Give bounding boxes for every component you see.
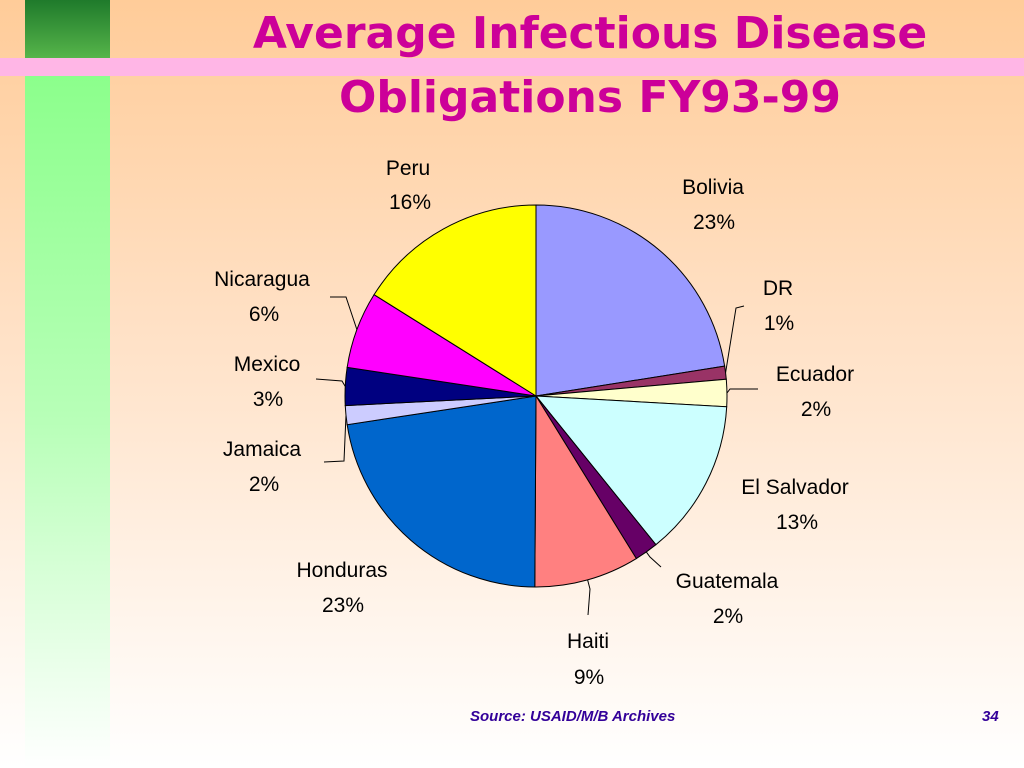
pie-slice-honduras — [346, 395, 537, 588]
pie-slice-el-salvador — [534, 395, 728, 546]
slice-label-el-salvador-name: El Salvador — [741, 476, 848, 499]
slice-label-bolivia-name: Bolivia — [682, 176, 744, 199]
slice-label-mexico-pct: 3% — [253, 388, 283, 411]
pie-slice-peru — [373, 204, 537, 397]
slide-number: 34 — [982, 708, 999, 725]
leader-line-dr — [725, 305, 745, 373]
leader-lines — [315, 296, 758, 616]
slice-label-bolivia-pct: 23% — [693, 211, 735, 234]
slice-label-guatemala-name: Guatemala — [676, 570, 779, 593]
decorative-bar-pink — [0, 58, 1024, 76]
leader-line-guatemala — [645, 551, 662, 568]
slice-label-haiti-pct: 9% — [574, 666, 604, 689]
slice-label-honduras-pct: 23% — [322, 594, 364, 617]
slice-label-guatemala-pct: 2% — [713, 605, 743, 628]
title-line-2: Obligations FY93-99 — [338, 72, 842, 123]
slice-label-ecuador-name: Ecuador — [776, 363, 854, 386]
source-note: Source: USAID/M/B Archives — [470, 708, 676, 725]
pie-slices — [344, 204, 728, 588]
decorative-bar-top — [25, 0, 110, 58]
slice-label-peru-name: Peru — [386, 157, 430, 180]
slice-label-nicaragua-name: Nicaragua — [214, 268, 310, 291]
slice-label-honduras-name: Honduras — [296, 559, 387, 582]
slice-label-haiti-name: Haiti — [567, 630, 609, 653]
slice-label-jamaica-pct: 2% — [249, 473, 279, 496]
decorative-bar-left — [25, 76, 110, 768]
slice-label-jamaica-name: Jamaica — [223, 438, 302, 461]
slice-label-dr-pct: 1% — [764, 312, 794, 335]
slice-label-ecuador-pct: 2% — [801, 398, 831, 421]
slide-title: Average Infectious Disease Obligations F… — [130, 2, 1024, 130]
slice-label-mexico-name: Mexico — [234, 353, 301, 376]
slice-label-dr-name: DR — [763, 277, 793, 300]
slice-label-el-salvador-pct: 13% — [776, 511, 818, 534]
slice-label-nicaragua-pct: 6% — [249, 303, 279, 326]
leader-line-mexico — [315, 378, 346, 387]
leader-line-haiti — [587, 579, 591, 616]
slice-label-peru-pct: 16% — [389, 191, 431, 214]
leader-line-nicaragua — [330, 296, 358, 330]
leader-line-ecuador — [726, 388, 758, 394]
leader-line-jamaica — [323, 415, 347, 463]
pie-slice-bolivia — [535, 204, 726, 397]
title-line-1: Average Infectious Disease — [252, 8, 928, 59]
